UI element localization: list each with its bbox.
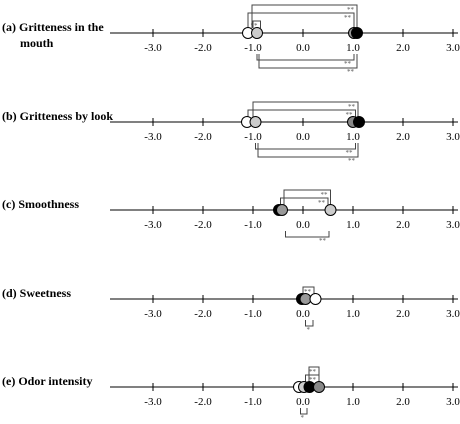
panel-0-bracket-above-0-line <box>252 20 261 28</box>
panel-2-tick-label-2: -1.0 <box>244 219 262 231</box>
panel-0-title: (a) Gritteness in the <box>2 20 104 34</box>
panel-0-bracket-below-0-label: ** <box>344 60 352 68</box>
panel-3-title: (d) Sweetness <box>2 286 71 300</box>
panel-1-bracket-below-0-label: ** <box>346 149 354 157</box>
panel-1-bracket-below-0-line <box>255 143 356 150</box>
panel-3-bracket-below-0-label: * <box>307 326 311 334</box>
panel-2-point-2 <box>324 204 337 216</box>
panel-2-tick-label-6: 3.0 <box>446 219 460 231</box>
panel-3-tick-label-0: -3.0 <box>144 308 162 320</box>
panel-0-tick-label-0: -3.0 <box>144 42 162 54</box>
panel-0-tick-label-3: 0.0 <box>296 42 310 54</box>
panel-1-tick-label-4: 1.0 <box>346 131 360 143</box>
panel-2-bracket-above-1-label: ** <box>321 191 329 199</box>
panel-2-bracket-above-0-label: ** <box>318 199 326 207</box>
panel-0-tick-label-5: 2.0 <box>396 42 410 54</box>
panel-0-bracket-below-1-line <box>258 54 358 69</box>
panel-1-tick-label-6: 3.0 <box>446 131 460 143</box>
panel-1-bracket-above-1-line <box>252 101 359 117</box>
panel-1-bracket-below-1-label: ** <box>348 157 356 165</box>
panel-1-point-1 <box>249 116 262 128</box>
panel-3-tick-label-3: 0.0 <box>296 308 310 320</box>
panel-2-tick-label-1: -2.0 <box>194 219 212 231</box>
panel-4-tick-label-3: 0.0 <box>296 396 310 408</box>
panel-0-bracket-above-1-label: ** <box>344 14 352 22</box>
panel-3-tick-label-5: 2.0 <box>396 308 410 320</box>
panel-4-bracket-below-0-label: * <box>301 414 305 422</box>
panel-2-bracket-below-0-label: ** <box>319 237 327 245</box>
panel-1-tick-label-3: 0.0 <box>296 131 310 143</box>
panel-4-bracket-above-1-label: ** <box>309 368 317 376</box>
panel-3-tick-label-4: 1.0 <box>346 308 360 320</box>
panel-2-bracket-above-1-line <box>283 189 331 205</box>
panel-1-tick-label-5: 2.0 <box>396 131 410 143</box>
panel-0-title-line2: mouth <box>20 36 54 50</box>
panel-3-bracket-above-0-label: ** <box>304 288 312 296</box>
panel-0-tick-label-6: 3.0 <box>446 42 460 54</box>
panel-3-tick-label-2: -1.0 <box>244 308 262 320</box>
panel-4-point-3 <box>313 381 325 393</box>
panel-4-tick-label-0: -3.0 <box>144 396 162 408</box>
panel-4-tick-label-6: 3.0 <box>446 396 460 408</box>
panel-1-tick-label-2: -1.0 <box>244 131 262 143</box>
panel-3-point-2 <box>309 293 322 305</box>
panel-0-tick-label-4: 1.0 <box>346 42 360 54</box>
panel-2-tick-label-4: 1.0 <box>346 219 360 231</box>
panel-2-tick-label-3: 0.0 <box>296 219 310 231</box>
panel-3-point-1 <box>299 293 312 305</box>
panel-2-bracket-above-0-line <box>280 197 329 205</box>
panel-4-tick-label-1: -2.0 <box>194 396 212 408</box>
panel-2-title: (c) Smoothness <box>2 197 79 211</box>
panel-0-point-1 <box>251 27 263 39</box>
panel-3-bracket-above-0-line <box>302 286 315 294</box>
panel-4-tick-label-4: 1.0 <box>346 396 360 408</box>
panel-1-bracket-below-1-line <box>257 143 359 158</box>
panel-1-tick-label-1: -2.0 <box>194 131 212 143</box>
panel-0-bracket-above-0-label: ** <box>251 22 259 30</box>
panel-2-bracket-below-0-line <box>285 231 330 238</box>
panel-1-bracket-above-1-label: ** <box>348 103 356 111</box>
panel-4-tick-label-5: 2.0 <box>396 396 410 408</box>
panel-1-bracket-above-0-label: ** <box>346 111 354 119</box>
panel-1-bracket-above-0-line <box>247 109 356 117</box>
panel-0-bracket-above-2-label: ** <box>347 6 355 14</box>
panel-0-bracket-below-0-line <box>256 54 355 61</box>
panel-4-bracket-above-1-line <box>308 366 320 382</box>
panel-4-bracket-above-0-label: ** <box>309 376 317 384</box>
panel-0-tick-label-2: -1.0 <box>244 42 262 54</box>
panel-3-tick-label-1: -2.0 <box>194 308 212 320</box>
panel-0-bracket-above-1-line <box>247 12 355 28</box>
panel-4-bracket-below-0-line <box>300 408 308 415</box>
panel-4-tick-label-2: -1.0 <box>244 396 262 408</box>
panel-0-point-3 <box>351 27 363 39</box>
panel-1-tick-label-0: -3.0 <box>144 131 162 143</box>
panel-0-bracket-below-1-label: ** <box>347 68 355 76</box>
panel-2-tick-label-5: 2.0 <box>396 219 410 231</box>
panel-4-title: (e) Odor intensity <box>2 374 92 388</box>
panel-1-point-3 <box>353 116 365 128</box>
panel-3-bracket-below-0-line <box>305 320 314 327</box>
panel-0-tick-label-1: -2.0 <box>194 42 212 54</box>
panel-3-tick-label-6: 3.0 <box>446 308 460 320</box>
panel-1-title: (b) Gritteness by look <box>2 109 113 123</box>
panel-2-tick-label-0: -3.0 <box>144 219 162 231</box>
panel-0-bracket-above-2-line <box>251 4 358 28</box>
panel-2-point-1 <box>276 204 288 216</box>
